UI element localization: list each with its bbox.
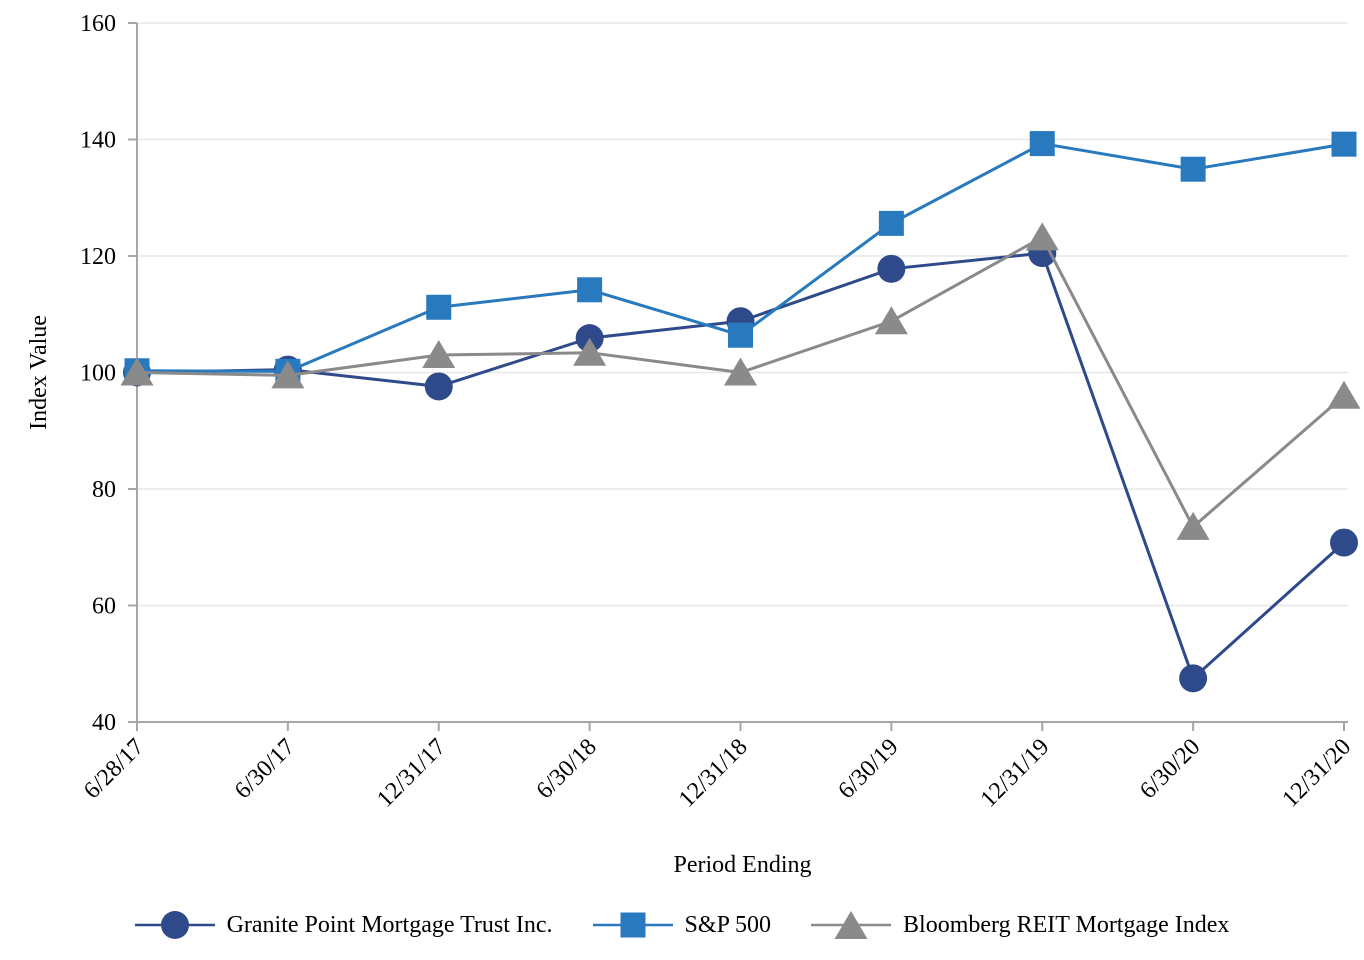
- x-tick-label: 6/28/17: [79, 734, 149, 804]
- x-axis-title: Period Ending: [674, 852, 812, 878]
- square-marker-s1-p6: [1029, 131, 1055, 157]
- square-marker-s1-p7: [1180, 156, 1206, 182]
- legend-square-marker-icon: [592, 912, 673, 938]
- series-1: [124, 131, 1357, 384]
- legend-item-1: S&P 500: [592, 908, 772, 942]
- y-tick-label: 100: [80, 361, 116, 387]
- legend-item-2: Bloomberg REIT Mortgage Index: [811, 908, 1229, 942]
- triangle-marker-s2-p1: [271, 360, 305, 389]
- x-tick-label: 12/31/19: [976, 734, 1055, 813]
- legend-triangle-marker-icon: [811, 911, 892, 939]
- y-tick-label: 160: [80, 11, 116, 37]
- y-tick-label: 80: [92, 477, 116, 503]
- x-tick-label: 6/30/19: [833, 734, 903, 804]
- legend-circle-marker-icon: [134, 911, 215, 939]
- y-tick-label: 120: [80, 244, 116, 270]
- triangle-marker-s2-p8: [1327, 380, 1361, 409]
- chart-legend: Granite Point Mortgage Trust Inc. S&P 500…: [0, 900, 1364, 950]
- performance-line-chart: 40 60 80 100 120 140 160 6/28/17 6/30/17 12/31/17…: [26, 11, 1361, 878]
- y-tick-label: 140: [80, 128, 116, 154]
- legend-item-label: Granite Point Mortgage Trust Inc.: [226, 911, 553, 938]
- x-tick-label: 12/31/20: [1278, 734, 1357, 813]
- triangle-marker-s2-p6: [1025, 222, 1059, 251]
- triangle-marker-s2-p4: [724, 357, 757, 386]
- square-marker-s1-p8: [1331, 131, 1357, 157]
- triangle-marker-s2-p5: [874, 306, 908, 335]
- series-0: [123, 239, 1358, 693]
- x-tick-label: 12/31/18: [674, 734, 753, 813]
- circle-marker-s0-p7: [1179, 664, 1208, 693]
- y-tick-label: 40: [92, 710, 116, 736]
- x-tick-label: 12/31/17: [372, 734, 451, 813]
- legend-item-label: S&P 500: [684, 911, 772, 938]
- square-marker-s1-p2: [426, 294, 452, 320]
- y-axis-title: Index Value: [26, 315, 52, 430]
- triangle-marker-s2-p7: [1176, 511, 1210, 540]
- legend-item-0: Granite Point Mortgage Trust Inc.: [134, 908, 553, 942]
- circle-marker-s0-p8: [1330, 528, 1358, 557]
- series-2: [120, 222, 1361, 540]
- triangle-marker-s2-p0: [120, 357, 154, 386]
- x-tick-label: 6/30/18: [532, 734, 602, 804]
- y-tick-label: 60: [92, 594, 116, 620]
- x-tick-label: 6/30/20: [1135, 734, 1205, 804]
- legend-item-label: Bloomberg REIT Mortgage Index: [903, 911, 1230, 938]
- square-marker-s1-p3: [577, 277, 603, 303]
- square-marker-s1-p5: [878, 210, 904, 236]
- x-tick-label: 6/30/17: [230, 734, 300, 804]
- triangle-marker-s2-p3: [573, 337, 607, 366]
- circle-marker-s0-p5: [877, 254, 906, 283]
- triangle-marker-s2-p2: [422, 340, 456, 369]
- square-marker-s1-p4: [728, 322, 753, 348]
- circle-marker-s0-p2: [424, 372, 453, 401]
